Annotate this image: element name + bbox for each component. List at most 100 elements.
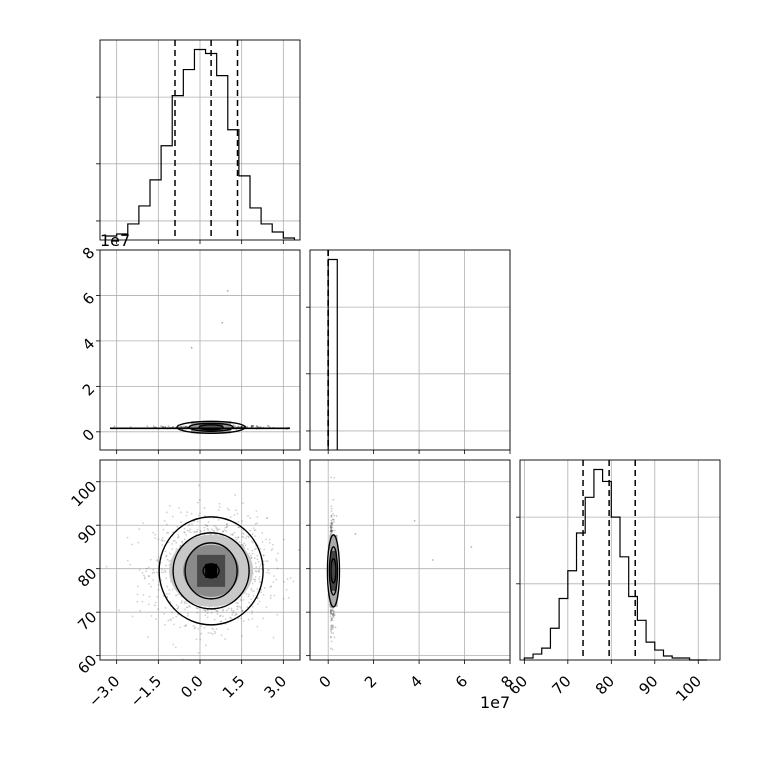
- scatter-x-z-point: [245, 535, 248, 538]
- scatter-x-z-panel: [96, 459, 301, 677]
- scatter-x-z-point: [157, 608, 160, 611]
- scatter-x-y-point: [160, 425, 163, 428]
- scatter-x-z-point: [217, 519, 220, 521]
- scatter-x-z-point: [239, 605, 241, 608]
- scatter-x-z-point: [118, 609, 120, 611]
- scatter-x-z-point: [232, 611, 235, 614]
- scatter-y-z-point: [330, 624, 333, 627]
- scatter-x-z-point: [242, 533, 245, 536]
- scatter-y-z-contour-1: [328, 546, 339, 596]
- scatter-x-z-point: [204, 644, 207, 647]
- scatter-x-y-point: [252, 425, 254, 427]
- scatter-x-z-point: [195, 607, 198, 609]
- scatter-x-z-point: [241, 502, 244, 505]
- scatter-x-z-point: [241, 535, 244, 538]
- scatter-x-z-point: [256, 516, 259, 519]
- scatter-x-z-point: [137, 541, 140, 544]
- scatter-x-y-panel: [96, 249, 301, 454]
- scatter-x-z-point: [225, 530, 228, 533]
- scatter-x-z-point: [242, 544, 244, 547]
- scatter-x-z-point: [251, 589, 253, 592]
- hist-z-xtick-label: 100: [672, 672, 705, 705]
- scatter-x-z-point: [216, 529, 219, 532]
- scatter-x-z-point: [206, 612, 209, 615]
- scatter-x-z-point: [142, 522, 145, 524]
- scatter-x-z-point: [188, 523, 191, 526]
- scatter-y-z-point: [331, 648, 334, 651]
- scatter-x-z-point: [172, 643, 175, 646]
- scatter-x-z-point: [248, 601, 250, 604]
- scatter-y-z-point: [330, 510, 333, 512]
- scatter-x-z-point: [186, 606, 189, 609]
- scatter-x-z-point: [219, 615, 221, 617]
- scatter-x-z-point: [275, 559, 278, 562]
- scatter-x-z-point: [175, 604, 178, 607]
- scatter-x-z-point: [245, 537, 248, 540]
- scatter-x-z-point: [247, 536, 250, 539]
- scatter-x-z-point: [179, 511, 182, 514]
- scatter-x-z-point: [230, 607, 233, 610]
- scatter-y-z-point: [332, 518, 335, 521]
- scatter-x-y-contour-2: [198, 424, 224, 431]
- scatter-x-z-point: [165, 564, 168, 567]
- scatter-x-z-point: [131, 615, 134, 618]
- scatter-x-z-point: [190, 512, 193, 515]
- scatter-x-z-point: [246, 606, 249, 609]
- scatter-y-z-point: [333, 612, 336, 615]
- scatter-x-z-point: [175, 548, 178, 550]
- scatter-x-z-point: [269, 586, 272, 589]
- scatter-x-z-point: [145, 570, 147, 573]
- scatter-x-z-point: [237, 526, 240, 529]
- scatter-x-z-point: [235, 509, 237, 512]
- scatter-x-z-point: [176, 525, 179, 528]
- scatter-x-z-point: [223, 529, 226, 532]
- hist-z-panel: [516, 459, 721, 664]
- scatter-x-z-point: [237, 520, 240, 523]
- scatter-y-z-point: [330, 523, 333, 526]
- scatter-x-z-point: [181, 540, 184, 543]
- scatter-x-z-point: [142, 593, 145, 596]
- scatter-y-z-x-offset-label: 1e7: [480, 693, 510, 712]
- scatter-x-z-point: [216, 613, 219, 615]
- scatter-x-y-density-core: [199, 423, 224, 432]
- scatter-x-y-point: [182, 425, 185, 428]
- scatter-x-z-point: [161, 544, 164, 546]
- scatter-x-z-point: [261, 541, 264, 543]
- scatter-x-y-y-offset-label: 1e7: [100, 231, 130, 250]
- scatter-y-z-point: [330, 505, 333, 508]
- scatter-x-z-point: [236, 512, 239, 515]
- scatter-x-z-point: [198, 499, 201, 501]
- scatter-x-z-point: [157, 556, 160, 559]
- scatter-x-z-point: [147, 566, 150, 569]
- scatter-x-z-point: [218, 502, 221, 505]
- scatter-x-z-point: [226, 507, 229, 510]
- scatter-x-z-point: [256, 558, 259, 561]
- scatter-x-y-frame: [99, 249, 301, 451]
- scatter-x-z-point: [143, 574, 145, 577]
- scatter-y-z-point: [332, 613, 335, 615]
- scatter-x-z-point: [171, 515, 174, 518]
- scatter-y-z-point: [331, 522, 334, 525]
- scatter-y-z-point: [330, 610, 333, 612]
- scatter-y-z-point: [330, 521, 333, 524]
- scatter-x-y-point: [167, 425, 170, 428]
- scatter-x-z-point: [199, 530, 202, 532]
- scatter-x-z-point: [297, 549, 300, 552]
- scatter-x-z-point: [186, 612, 189, 615]
- scatter-y-z-point: [332, 611, 335, 613]
- scatter-x-z-point: [185, 533, 188, 536]
- scatter-x-z-point: [204, 609, 207, 612]
- scatter-x-z-point: [150, 585, 153, 588]
- scatter-x-z-point: [244, 544, 247, 547]
- scatter-x-y-outlier-0: [190, 346, 193, 349]
- scatter-x-y-point: [146, 425, 149, 428]
- scatter-x-z-point: [195, 530, 198, 533]
- scatter-y-z-point: [331, 617, 334, 619]
- scatter-x-z-point: [169, 504, 171, 507]
- scatter-x-z-point: [253, 557, 256, 560]
- scatter-y-z-point: [330, 522, 333, 525]
- scatter-x-z-point: [224, 618, 227, 620]
- scatter-x-z-point: [258, 600, 261, 603]
- scatter-x-y-point: [246, 425, 249, 428]
